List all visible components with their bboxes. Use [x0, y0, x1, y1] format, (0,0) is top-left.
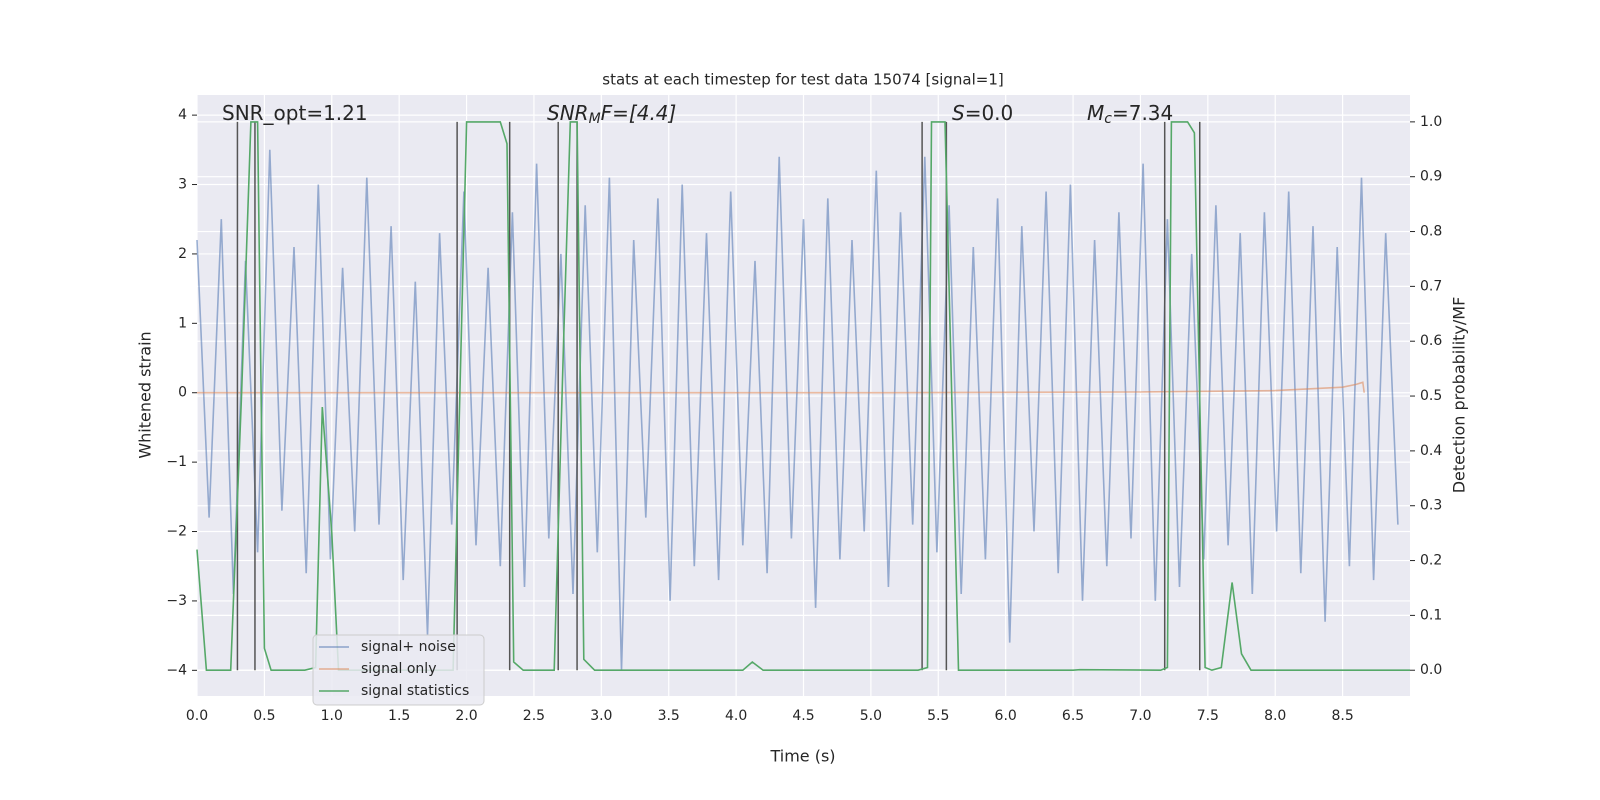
- x-axis-label: Time (s): [769, 747, 835, 766]
- y2-tick-label: 0.3: [1420, 498, 1442, 514]
- annotation-part: SNR_opt=1.21: [222, 101, 368, 125]
- x-tick-label: 8.0: [1264, 708, 1286, 724]
- x-tick-label: 1.5: [388, 708, 410, 724]
- legend-box: [312, 634, 485, 706]
- y-axis-label: Whitened strain: [136, 331, 155, 458]
- x-tick-label: 4.5: [792, 708, 814, 724]
- x-tick-label: 3.5: [658, 708, 680, 724]
- y2-tick-label: 0.9: [1420, 169, 1442, 185]
- annotation: Mc=7.34: [1087, 101, 1173, 128]
- y2-tick-label: 0.1: [1420, 607, 1442, 623]
- y-tick-label: 3: [178, 177, 187, 193]
- annotation-sub: c: [1104, 111, 1112, 127]
- legend-label: signal+ noise: [361, 639, 456, 655]
- legend-label: signal only: [361, 661, 436, 677]
- annotation: SNR_opt=1.21: [222, 101, 368, 125]
- x-tick-label: 5.0: [860, 708, 882, 724]
- y-tick-label: 2: [178, 246, 187, 262]
- y-tick-label: 0: [178, 385, 187, 401]
- y2-tick-label: 0.2: [1420, 553, 1442, 569]
- y-tick-label: −3: [166, 593, 187, 609]
- x-tick-label: 6.5: [1062, 708, 1084, 724]
- y2-axis-label: Detection probability/MF: [1450, 297, 1469, 494]
- legend-label: signal statistics: [361, 683, 469, 699]
- x-tick-label: 7.5: [1197, 708, 1219, 724]
- y2-tick-label: 0.0: [1420, 662, 1442, 678]
- y2-tick-label: 0.8: [1420, 224, 1442, 240]
- x-tick-label: 8.5: [1331, 708, 1353, 724]
- x-tick-label: 6.0: [995, 708, 1017, 724]
- x-tick-label: 4.0: [725, 708, 747, 724]
- chart-title: stats at each timestep for test data 150…: [602, 71, 1003, 89]
- annotation-rest: =7.34: [1112, 101, 1173, 125]
- x-tick-label: 2.5: [523, 708, 545, 724]
- annotation: SNRMF=[4.4]: [547, 101, 676, 128]
- y-tick-label: −2: [166, 524, 187, 540]
- annotation-rest: =0.0: [965, 101, 1014, 125]
- x-tick-label: 0.5: [253, 708, 275, 724]
- series-line: [196, 149, 1399, 671]
- y2-tick-label: 0.7: [1420, 278, 1442, 294]
- series-line: [197, 381, 1365, 394]
- legend: signal+ noise signal only signal statistic…: [312, 634, 485, 706]
- y-tick-label: −1: [166, 454, 187, 470]
- y2-tick-label: 0.6: [1420, 333, 1442, 349]
- x-tick-label: 5.5: [927, 708, 949, 724]
- x-tick-label: 3.0: [590, 708, 612, 724]
- y-tick-label: 4: [178, 107, 187, 123]
- annotation-part: S: [952, 101, 965, 125]
- y2-tick-label: 1.0: [1420, 114, 1442, 130]
- annotation: S=0.0: [952, 101, 1013, 125]
- annotation-sub: M: [589, 111, 601, 127]
- x-tick-label: 2.0: [455, 708, 477, 724]
- annotation-part: M: [1087, 101, 1104, 125]
- y-tick-label: −4: [166, 662, 187, 678]
- y2-tick-label: 0.5: [1420, 388, 1442, 404]
- x-tick-label: 0.0: [186, 708, 208, 724]
- series-line: [196, 121, 1410, 672]
- annotation-rest: F=[4.4]: [601, 101, 677, 125]
- y2-tick-label: 0.4: [1420, 443, 1442, 459]
- x-tick-label: 7.0: [1129, 708, 1151, 724]
- annotation-part: SNR: [547, 101, 589, 125]
- y-tick-label: 1: [178, 315, 187, 331]
- x-tick-label: 1.0: [321, 708, 343, 724]
